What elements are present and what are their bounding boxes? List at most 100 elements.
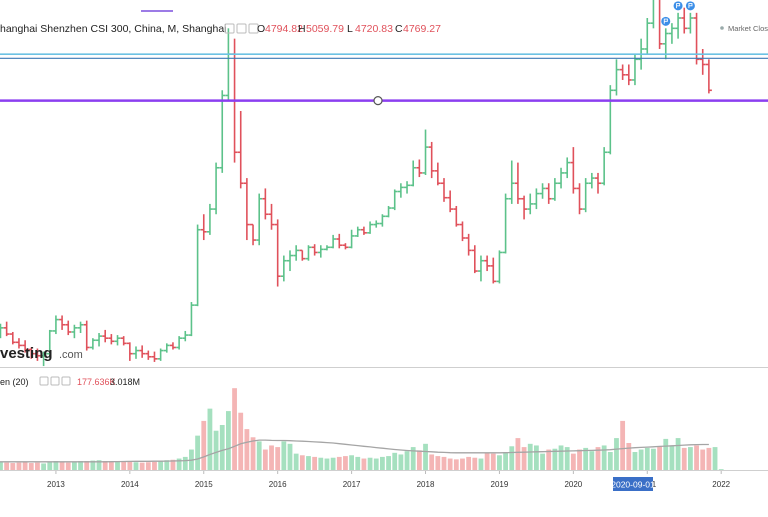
volume-bar: [509, 446, 515, 470]
ohlc-bar: [484, 255, 491, 272]
ohlc-bar: [213, 162, 220, 215]
volume-bar: [262, 449, 268, 470]
ohlc-bar: [416, 159, 423, 178]
volume-bar: [84, 461, 90, 470]
eye-icon[interactable]: [224, 23, 235, 34]
line-handle[interactable]: [373, 96, 383, 106]
watermark: vesting .com: [0, 345, 83, 362]
volume-bar: [534, 445, 539, 470]
ohlc-bar: [0, 323, 4, 339]
ohlc-bar: [83, 320, 90, 351]
ohlc-bar: [126, 342, 133, 361]
volume-bar: [712, 447, 718, 470]
volume-bar: [299, 455, 305, 470]
ohlc-bar: [496, 250, 503, 284]
volume-bar: [478, 458, 484, 470]
ohlc-bar: [668, 23, 675, 44]
volume-settings-icon[interactable]: [50, 376, 60, 386]
volume-bar: [503, 452, 508, 470]
ohlc-bar: [650, 0, 655, 29]
ohlc-bar: [558, 167, 565, 189]
volume-bar: [669, 445, 675, 470]
ohlc-bar: [89, 338, 96, 350]
volume-bar: [620, 420, 626, 470]
ohlc-bar: [169, 342, 176, 350]
volume-bar: [336, 456, 342, 470]
volume-bar: [201, 420, 207, 470]
ohlc-bar: [367, 221, 374, 234]
horizontal-lines[interactable]: [0, 53, 768, 106]
settings-icon[interactable]: [236, 23, 247, 34]
volume-bar: [281, 441, 287, 470]
ohlc-bar: [545, 183, 552, 204]
ohlc-bar: [59, 315, 66, 330]
volume-bar: [521, 447, 527, 470]
volume-bar: [28, 463, 34, 470]
legend-header: hanghai Shenzhen CSI 300, China, M, Shan…: [0, 10, 441, 35]
ohlc-bar: [385, 205, 392, 218]
volume-close-icon[interactable]: [61, 376, 71, 386]
ohlc-bar: [71, 324, 78, 339]
ohlc-bar: [15, 338, 22, 349]
event-marker-icon[interactable]: [661, 16, 671, 26]
ohlc-bar: [576, 183, 583, 215]
ohlc-bar: [342, 243, 349, 250]
volume-bar: [651, 448, 656, 470]
volume-bars: [0, 388, 724, 470]
ohlc-bar: [360, 226, 367, 235]
ohlc-bar: [262, 188, 269, 220]
volume-bar: [35, 462, 40, 470]
volume-bar: [115, 461, 120, 470]
ohlc-bar: [447, 190, 454, 213]
ohlc-bar: [508, 160, 515, 204]
ohlc-bar: [293, 245, 300, 261]
ohlc-bar: [693, 12, 700, 65]
ohlc-bar: [465, 233, 472, 256]
volume-bar: [447, 458, 453, 470]
volume-bar: [681, 447, 687, 470]
volume-bar: [515, 438, 521, 470]
event-marker-icon[interactable]: [673, 1, 683, 11]
volume-bar: [663, 438, 669, 470]
x-tick-label: 2017: [343, 480, 361, 489]
x-tick-label: 2014: [121, 480, 139, 489]
ohlc-bar: [379, 214, 386, 227]
ohlc-bar: [9, 331, 16, 345]
volume-bar: [293, 453, 299, 470]
volume-bar: [16, 462, 22, 470]
low-label: L: [347, 23, 353, 35]
event-markers[interactable]: [661, 1, 695, 26]
volume-bar: [497, 455, 502, 470]
ohlc-bar: [28, 347, 35, 359]
x-tick-label: 2018: [417, 480, 435, 489]
volume-bar: [250, 437, 256, 470]
volume-eye-icon[interactable]: [39, 376, 49, 386]
ohlc-bar: [3, 321, 10, 337]
volume-bar: [41, 463, 46, 470]
event-marker-icon[interactable]: [685, 1, 695, 11]
ohlc-bar: [595, 172, 601, 194]
volume-bar: [145, 462, 151, 470]
volume-bar: [552, 448, 558, 470]
volume-bar: [466, 456, 472, 470]
volume-bar: [108, 461, 114, 470]
ohlc-bar: [299, 249, 306, 261]
legend-icons[interactable]: [224, 23, 259, 34]
x-tick-label: 2016: [269, 480, 287, 489]
ohlc-bar: [521, 195, 528, 220]
ohlc-bar: [410, 160, 417, 187]
volume-ma-value: 177.636K: [77, 377, 116, 387]
ohlc-bar: [607, 85, 614, 155]
ohlc-bar: [471, 245, 478, 274]
volume-bar: [256, 441, 262, 470]
close-icon[interactable]: [248, 23, 259, 34]
ohlc-bar: [619, 64, 626, 80]
volume-bar: [324, 458, 330, 470]
ohlc-bar: [551, 178, 558, 201]
volume-bar: [484, 452, 490, 470]
volume-bar: [700, 449, 706, 470]
ohlc-bar: [323, 245, 330, 251]
volume-bar: [453, 459, 459, 470]
